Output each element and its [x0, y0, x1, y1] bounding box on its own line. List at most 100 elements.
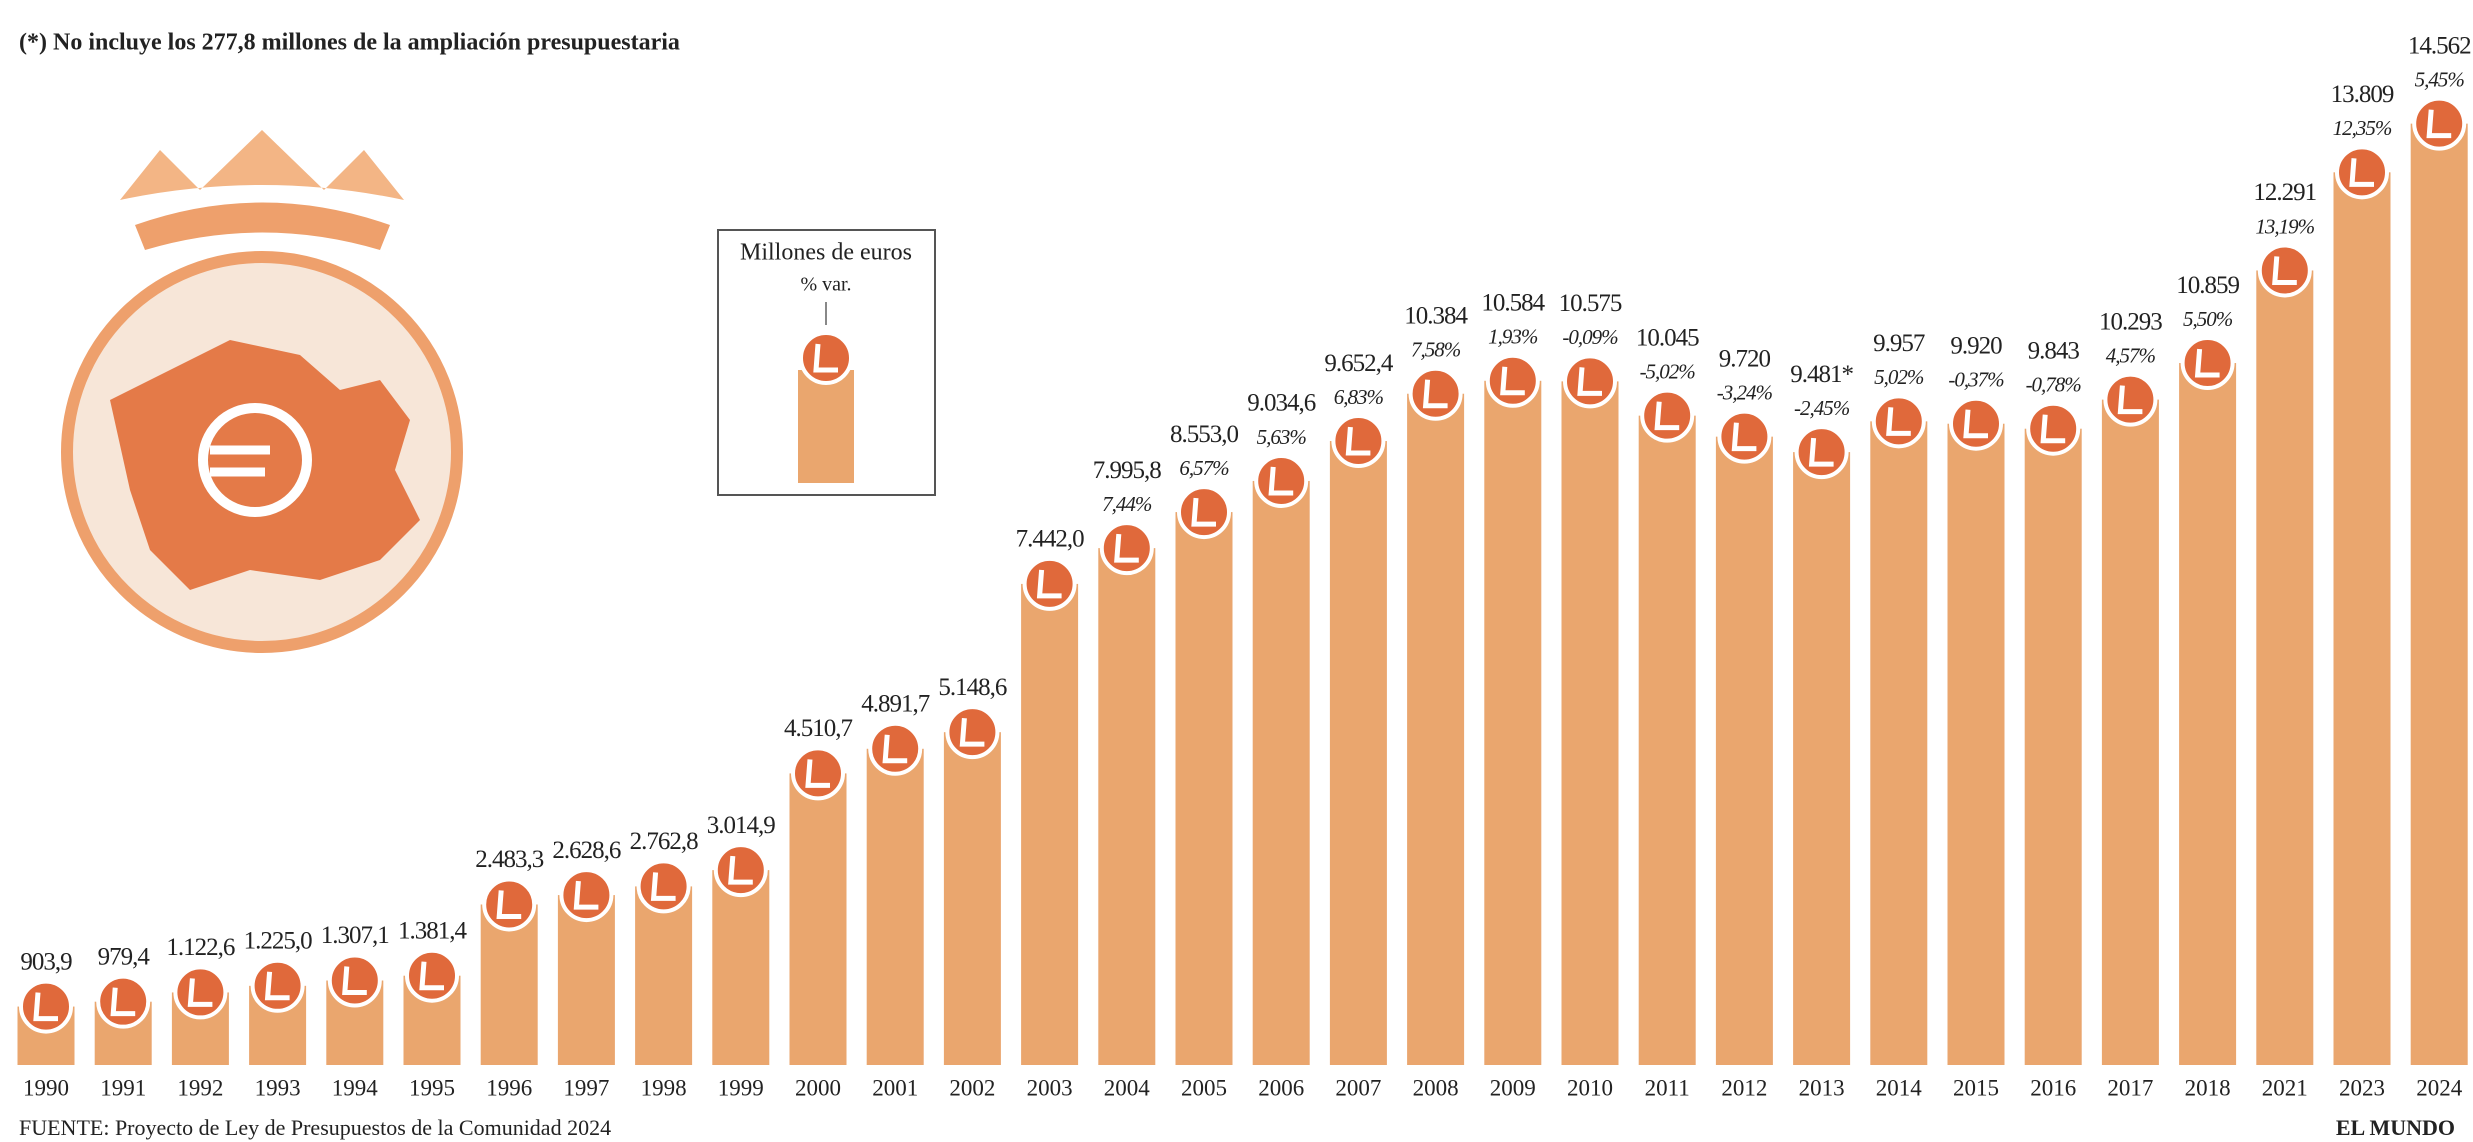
bar-marker-icon — [1500, 366, 1525, 396]
emblem — [61, 130, 463, 653]
bar-marker-icon — [2040, 414, 2066, 444]
subtitle: (*) No incluye los 277,8 millones de la … — [19, 30, 680, 56]
bar-marker-icon — [1036, 569, 1062, 599]
pct-label: -0,78% — [2026, 373, 2082, 397]
bar-marker-icon — [1577, 367, 1602, 396]
bar-marker — [1331, 414, 1386, 469]
bar-marker — [2335, 145, 2389, 200]
bar-marker-icon — [805, 759, 830, 788]
bar-marker-icon — [1268, 466, 1294, 496]
value-label: 1.381,4 — [398, 917, 468, 944]
value-label: 1.225,0 — [244, 928, 313, 955]
value-label: 10.293 — [2099, 308, 2162, 335]
bar — [1484, 380, 1542, 1065]
bar-marker — [96, 974, 151, 1029]
x-tick-label: 1992 — [177, 1075, 223, 1100]
bar-marker — [482, 877, 537, 932]
bar-marker-icon — [882, 734, 908, 764]
bar-marker-icon — [1886, 407, 1911, 436]
bar-marker-icon — [110, 987, 136, 1017]
x-tick-label: 2005 — [1181, 1075, 1227, 1100]
bar — [943, 732, 1001, 1065]
value-label: 10.575 — [1559, 290, 1622, 317]
bar-marker-icon — [959, 717, 985, 747]
value-label: 2.762,8 — [630, 828, 699, 855]
value-label: 9.481* — [1790, 361, 1853, 388]
credit: EL MUNDO — [2336, 1115, 2455, 1140]
bar — [1252, 480, 1310, 1066]
value-label: 7.442,0 — [1016, 526, 1085, 553]
bar-marker — [1949, 396, 2003, 451]
pct-label: -3,24% — [1717, 380, 1773, 404]
bar-marker-icon — [2117, 385, 2143, 415]
x-tick-label: 2000 — [795, 1075, 841, 1100]
bar — [1098, 548, 1156, 1065]
bar — [1715, 436, 1773, 1065]
x-tick-label: 2017 — [2107, 1075, 2153, 1100]
bar — [1175, 512, 1233, 1065]
bar — [1793, 452, 1851, 1065]
bar-marker-icon — [1345, 426, 1371, 456]
pct-label: -0,09% — [1562, 325, 1618, 349]
pct-label: 12,35% — [2333, 116, 2392, 140]
value-label: 13.809 — [2331, 81, 2394, 108]
value-label: 10.384 — [1404, 302, 1468, 329]
bar-marker — [636, 859, 691, 914]
bar-marker — [1717, 409, 1772, 464]
x-tick-label: 1991 — [100, 1075, 146, 1100]
bar — [2410, 123, 2468, 1066]
pct-label: -0,37% — [1948, 368, 2004, 392]
x-tick-label: 1995 — [409, 1075, 455, 1100]
bar — [1870, 421, 1928, 1065]
value-label: 9.920 — [1950, 332, 2002, 359]
value-label: 10.045 — [1636, 324, 1699, 351]
bar-marker — [405, 948, 459, 1003]
bar — [789, 773, 847, 1065]
bar-marker-icon — [1963, 409, 1988, 439]
value-label: 4.891,7 — [861, 691, 930, 718]
bar-marker — [1408, 366, 1463, 421]
bar — [1329, 441, 1387, 1065]
bar-marker-icon — [1114, 533, 1139, 563]
value-label: 12.291 — [2253, 179, 2316, 206]
value-label: 5.148,6 — [938, 674, 1007, 701]
pct-label: 5,45% — [2415, 67, 2465, 91]
value-label: 9.843 — [2028, 337, 2080, 364]
bar-marker — [2257, 243, 2312, 298]
bar — [1947, 423, 2005, 1066]
pct-label: 5,50% — [2183, 307, 2233, 331]
legend-pct-label: % var. — [800, 274, 851, 296]
bar — [2024, 428, 2082, 1066]
x-tick-label: 2015 — [1953, 1075, 1999, 1100]
bar-marker — [173, 965, 228, 1020]
x-tick-label: 2008 — [1413, 1075, 1459, 1100]
bar — [635, 886, 693, 1065]
pct-label: 13,19% — [2255, 214, 2314, 238]
x-tick-label: 2006 — [1258, 1075, 1304, 1100]
x-tick-label: 2007 — [1335, 1075, 1381, 1100]
bar-marker — [1254, 453, 1309, 508]
x-tick-label: 2001 — [872, 1075, 918, 1100]
bar-marker — [2103, 372, 2158, 427]
bar — [2256, 270, 2314, 1066]
x-tick-label: 2010 — [1567, 1075, 1613, 1100]
bar-marker-icon — [187, 978, 213, 1007]
x-tick-label: 2004 — [1104, 1075, 1151, 1100]
bar — [1407, 393, 1465, 1066]
bar-marker — [2026, 401, 2081, 456]
bar — [1561, 381, 1619, 1065]
bar-marker — [1794, 425, 1849, 480]
bar-marker-icon — [650, 872, 676, 901]
bar-marker-icon — [2272, 256, 2297, 285]
bar — [712, 870, 770, 1065]
pct-label: 7,58% — [1411, 338, 1461, 362]
legend-label: Millones de euros — [740, 240, 912, 266]
bar-marker-icon — [728, 855, 753, 885]
bar-marker-icon — [2349, 158, 2374, 187]
x-tick-label: 1997 — [563, 1075, 609, 1100]
x-tick-label: 1996 — [486, 1075, 532, 1100]
bar — [866, 748, 924, 1065]
value-label: 1.307,1 — [321, 922, 389, 949]
pct-label: 6,83% — [1334, 385, 1384, 409]
pct-label: 4,57% — [2106, 343, 2156, 367]
